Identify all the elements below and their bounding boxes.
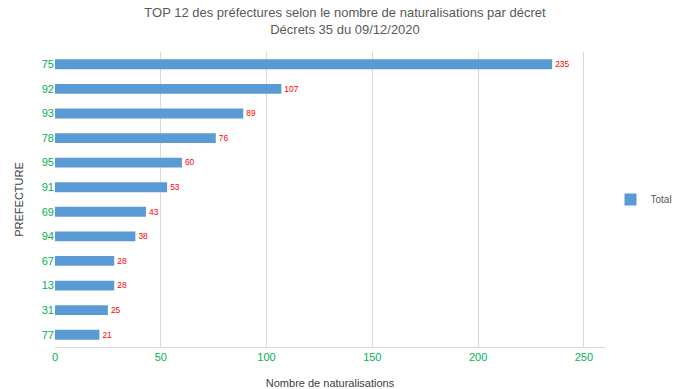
svg-text:28: 28 xyxy=(117,280,127,290)
svg-text:69: 69 xyxy=(42,206,54,218)
svg-text:0: 0 xyxy=(52,351,58,363)
svg-text:Nombre de naturalisations: Nombre de naturalisations xyxy=(266,377,395,389)
svg-text:75: 75 xyxy=(42,58,54,70)
svg-text:67: 67 xyxy=(42,255,54,267)
svg-text:94: 94 xyxy=(42,230,54,242)
svg-text:93: 93 xyxy=(42,107,54,119)
svg-text:92: 92 xyxy=(42,83,54,95)
svg-text:Total: Total xyxy=(651,194,672,205)
svg-text:PREFECTURE: PREFECTURE xyxy=(13,162,25,237)
svg-text:25: 25 xyxy=(111,305,121,315)
svg-text:50: 50 xyxy=(155,351,167,363)
svg-text:28: 28 xyxy=(117,256,127,266)
svg-text:100: 100 xyxy=(257,351,275,363)
svg-text:95: 95 xyxy=(42,156,54,168)
svg-text:150: 150 xyxy=(363,351,381,363)
svg-text:31: 31 xyxy=(42,304,54,316)
svg-text:107: 107 xyxy=(284,84,298,94)
svg-text:76: 76 xyxy=(219,133,229,143)
svg-text:200: 200 xyxy=(469,351,487,363)
svg-text:235: 235 xyxy=(555,59,569,69)
svg-text:21: 21 xyxy=(102,330,112,340)
svg-text:60: 60 xyxy=(185,157,195,167)
svg-text:250: 250 xyxy=(575,351,593,363)
svg-text:89: 89 xyxy=(246,108,256,118)
svg-text:TOP 12 des préfectures selon l: TOP 12 des préfectures selon le nombre d… xyxy=(144,5,546,37)
svg-text:43: 43 xyxy=(149,207,159,217)
svg-text:77: 77 xyxy=(42,329,54,341)
svg-text:53: 53 xyxy=(170,182,180,192)
svg-text:78: 78 xyxy=(42,132,54,144)
svg-text:38: 38 xyxy=(138,231,148,241)
svg-text:91: 91 xyxy=(42,181,54,193)
svg-text:13: 13 xyxy=(42,279,54,291)
